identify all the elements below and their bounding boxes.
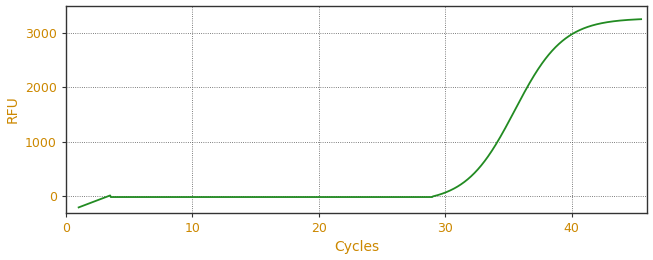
Y-axis label: RFU: RFU [6, 95, 20, 123]
X-axis label: Cycles: Cycles [334, 240, 379, 255]
